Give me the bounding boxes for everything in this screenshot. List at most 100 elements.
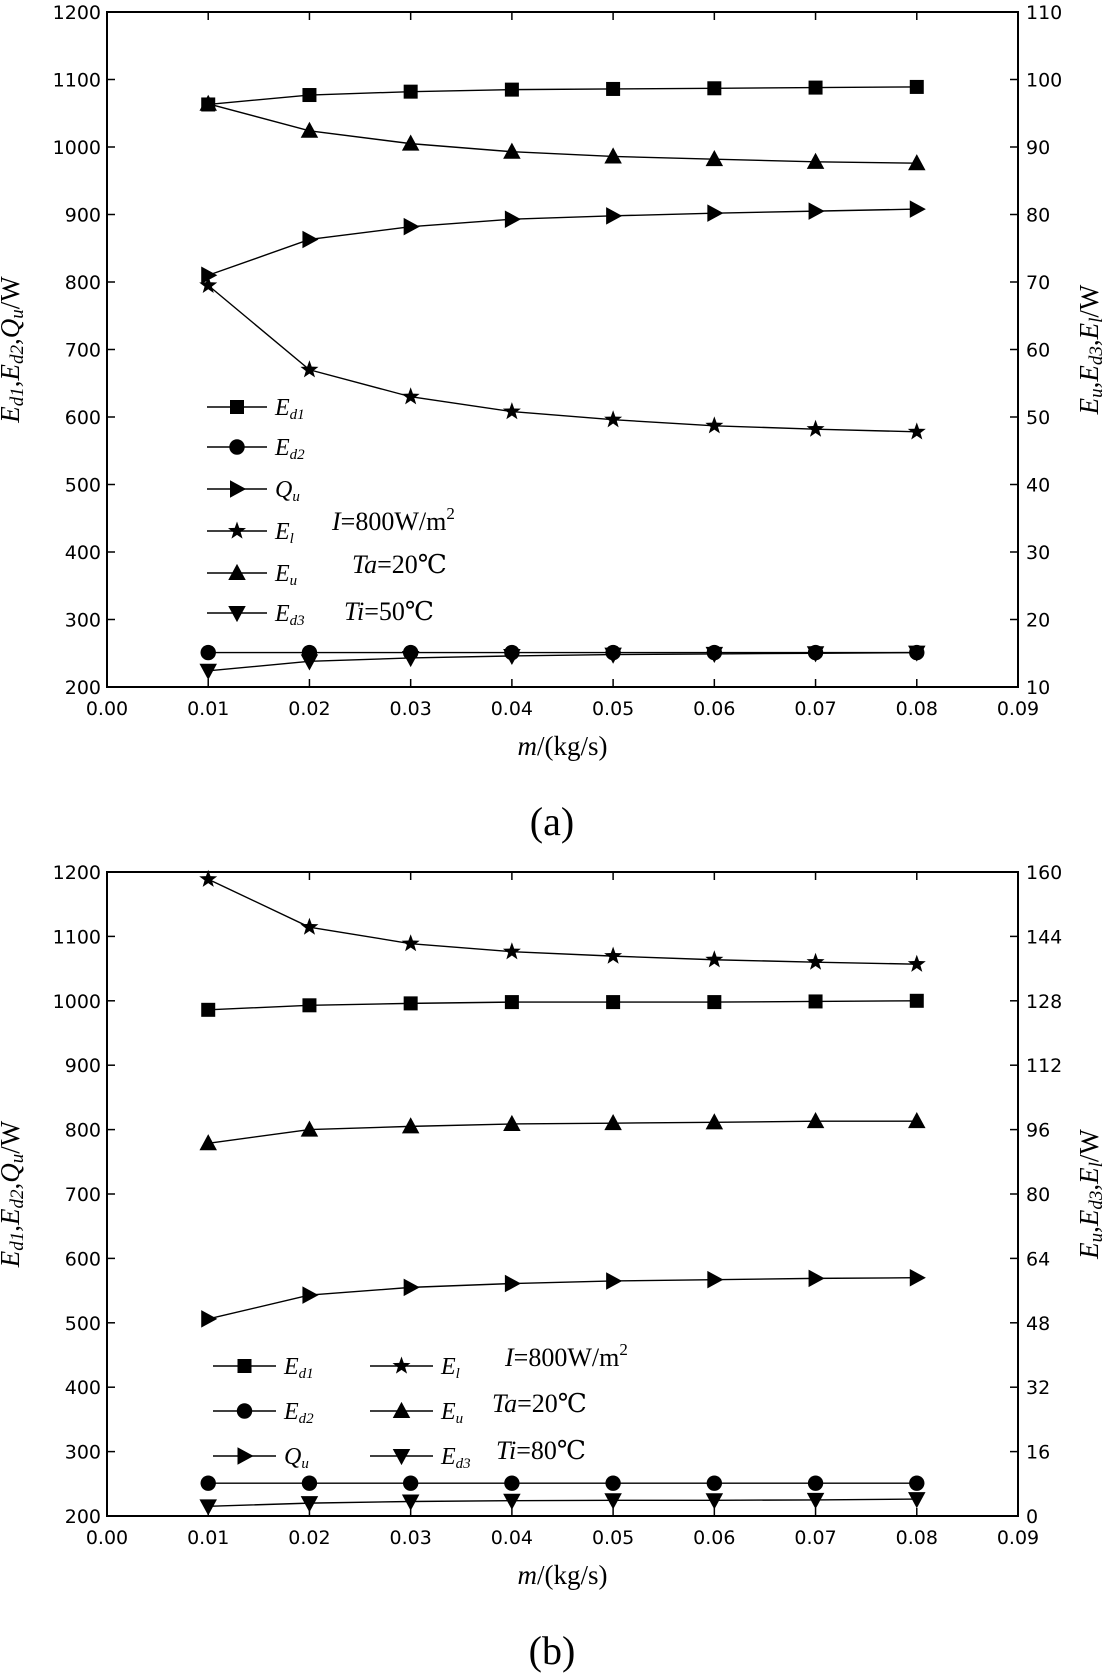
legend-item-Ed2: Ed2 — [207, 435, 305, 463]
data-point-Eu — [199, 94, 217, 111]
legend-marker — [392, 1401, 411, 1418]
data-point-Ed2 — [605, 1475, 621, 1491]
series-Ed3 — [199, 645, 926, 680]
data-point-El — [907, 954, 926, 972]
data-point-Ed1 — [808, 994, 823, 1009]
data-point-Ed3 — [806, 1492, 825, 1509]
series-Qu — [201, 200, 926, 284]
data-point-Ed2 — [200, 1475, 216, 1491]
data-point-El — [705, 950, 724, 968]
y-tick-label-left: 1200 — [53, 862, 101, 884]
data-point-Ed1 — [909, 79, 924, 94]
data-point-Ed1 — [707, 81, 722, 96]
legend-label: Qu — [275, 477, 300, 505]
y-axis-title: Eu,Ed3,El/W — [1074, 284, 1107, 415]
data-point-Ed3 — [705, 1493, 724, 1510]
data-point-Ed1 — [302, 998, 317, 1013]
series-line-Ed1 — [208, 1000, 917, 1011]
y-tick-label-left: 200 — [65, 677, 101, 699]
y-tick-label-left: 500 — [65, 475, 101, 497]
x-axis-title: m/(kg/s) — [518, 731, 608, 761]
data-point-Ed3 — [300, 1496, 319, 1513]
data-point-El — [806, 952, 825, 970]
data-point-El — [604, 410, 623, 428]
data-point-Qu — [403, 1278, 420, 1297]
data-point-El — [502, 402, 521, 420]
data-point-Eu — [705, 150, 724, 167]
data-point-Ed3 — [908, 1492, 926, 1509]
legend: Ed1 Ed2 Qu El Eu Ed3 — [207, 395, 305, 629]
y-tick-label-right: 112 — [1026, 1055, 1062, 1077]
data-point-Ed3 — [503, 648, 521, 666]
y-tick-label-right: 128 — [1026, 991, 1062, 1013]
y-tick-label-left: 700 — [65, 1184, 101, 1206]
data-point-Ed3 — [908, 645, 926, 662]
data-point-Ed2 — [200, 644, 216, 661]
y-tick-label-left: 500 — [65, 1313, 101, 1335]
y-tick-label-right: 160 — [1026, 862, 1062, 884]
data-point-Eu — [806, 1112, 825, 1129]
series-Qu — [201, 1268, 926, 1328]
data-point-El — [907, 422, 926, 440]
y-tick-label-left: 900 — [65, 205, 101, 227]
data-point-Qu — [808, 1269, 825, 1288]
y-tick-label-left: 900 — [65, 1055, 101, 1077]
data-point-El — [401, 387, 420, 405]
data-point-Eu — [908, 1112, 926, 1129]
data-point-Eu — [604, 1114, 622, 1131]
y-tick-label-right: 70 — [1026, 272, 1050, 294]
legend-item-Qu: Qu — [207, 477, 300, 505]
data-point-Qu — [606, 1272, 623, 1290]
data-point-Ed3 — [604, 647, 622, 664]
y-tick-label-right: 100 — [1026, 70, 1062, 92]
series-line-El — [207, 284, 917, 433]
data-point-Eu — [401, 134, 420, 151]
legend-marker — [392, 1356, 411, 1374]
y-tick-label-left: 300 — [65, 610, 101, 632]
y-tick-label-right: 80 — [1026, 205, 1050, 227]
y-tick-label-right: 32 — [1026, 1377, 1050, 1399]
series-line-Qu — [208, 1277, 917, 1320]
legend-item-El: El — [370, 1354, 460, 1382]
y-tick-label-left: 200 — [65, 1506, 101, 1528]
chart-panel-b: 0.00 0.01 0.02 0.03 0.04 0.05 0.06 0.07 0.08 0.09… — [0, 862, 1107, 1590]
x-tick-label: 0.07 — [794, 1527, 836, 1549]
condition-annotation: Ti=50℃ — [344, 597, 434, 626]
series-El — [199, 275, 926, 440]
y-tick-label-left: 600 — [65, 407, 101, 429]
x-tick-label: 0.00 — [86, 698, 128, 720]
series-Ed2 — [200, 1475, 925, 1491]
legend-item-El: El — [207, 519, 294, 547]
y-tick-label-left: 1000 — [53, 137, 101, 159]
y-axis-title: Ed1,Ed2,Qu/W — [0, 276, 28, 424]
x-tick-label: 0.08 — [896, 698, 938, 720]
x-tick-label: 0.05 — [592, 698, 634, 720]
legend-item-Ed1: Ed1 — [213, 1354, 314, 1382]
series-Eu — [199, 94, 926, 171]
y-tick-label-right: 30 — [1026, 542, 1050, 564]
data-point-Ed3 — [806, 646, 825, 663]
x-tick-label: 0.02 — [288, 1527, 330, 1549]
data-point-Ed3 — [401, 650, 420, 668]
legend-marker — [230, 400, 244, 414]
data-point-El — [705, 416, 724, 434]
data-point-Eu — [908, 154, 926, 171]
data-point-El — [300, 360, 319, 378]
legend-marker — [228, 521, 246, 539]
legend-label: El — [274, 519, 294, 547]
data-point-Ed2 — [706, 1475, 723, 1491]
x-tick-label: 0.06 — [693, 698, 735, 720]
y-axis-title: Ed1,Ed2,Qu/W — [0, 1120, 28, 1268]
data-point-Qu — [707, 204, 724, 222]
x-axis-title: m/(kg/s) — [518, 1560, 608, 1590]
legend-marker — [236, 1403, 253, 1419]
data-point-Ed1 — [606, 995, 621, 1010]
data-point-Ed1 — [504, 995, 519, 1010]
x-tick-label: 0.01 — [187, 698, 229, 720]
y-tick-label-right: 40 — [1026, 475, 1050, 497]
condition-annotation: Ti=80℃ — [496, 1436, 586, 1465]
y-tick-label-right: 96 — [1026, 1120, 1050, 1142]
y-tick-label-left: 700 — [65, 340, 101, 362]
y-tick-label-left: 1100 — [53, 926, 101, 948]
data-point-Ed2 — [504, 1475, 520, 1491]
